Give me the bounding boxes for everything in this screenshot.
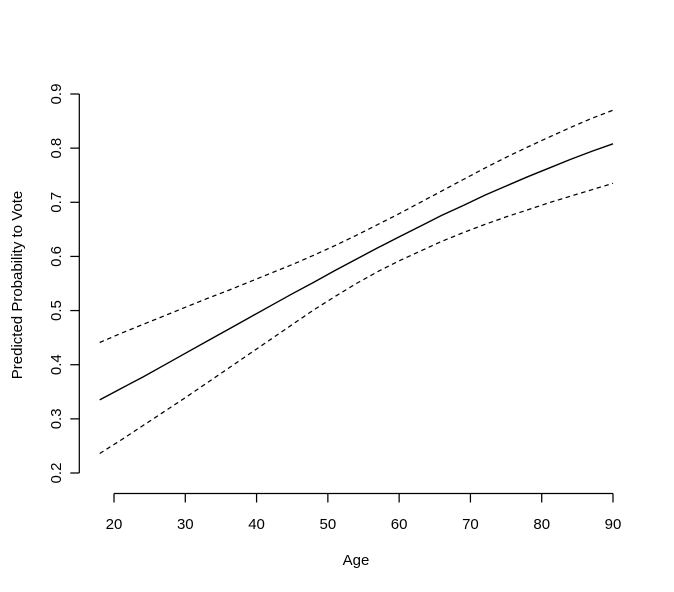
- x-tick-label: 50: [320, 516, 337, 533]
- y-tick-label: 0.5: [48, 300, 65, 321]
- y-tick-label: 0.4: [48, 354, 65, 375]
- lower-confidence-band-line: [99, 182, 614, 455]
- data-series: [99, 109, 614, 455]
- x-tick-label: 20: [106, 516, 123, 533]
- predicted-probability-line: [99, 143, 614, 401]
- axes: 20 30 40 50 60 70 80 90 0.2 0.3 0.4 0.5 0.6 0.7 0.8 0.9: [48, 84, 621, 533]
- x-axis-title: Age: [343, 552, 370, 569]
- y-tick-label: 0.2: [48, 463, 65, 484]
- y-tick-label: 0.7: [48, 192, 65, 213]
- y-tick-label: 0.3: [48, 408, 65, 429]
- y-axis-title: Predicted Probability to Vote: [9, 191, 26, 379]
- y-tick-label: 0.6: [48, 246, 65, 267]
- y-tick-label: 0.8: [48, 138, 65, 159]
- x-tick-label: 30: [177, 516, 194, 533]
- y-tick-label: 0.9: [48, 84, 65, 105]
- x-tick-label: 40: [248, 516, 265, 533]
- x-tick-label: 70: [462, 516, 479, 533]
- upper-confidence-band-line: [99, 109, 614, 344]
- x-tick-label: 60: [391, 516, 408, 533]
- x-tick-label: 80: [533, 516, 550, 533]
- x-tick-label: 90: [605, 516, 622, 533]
